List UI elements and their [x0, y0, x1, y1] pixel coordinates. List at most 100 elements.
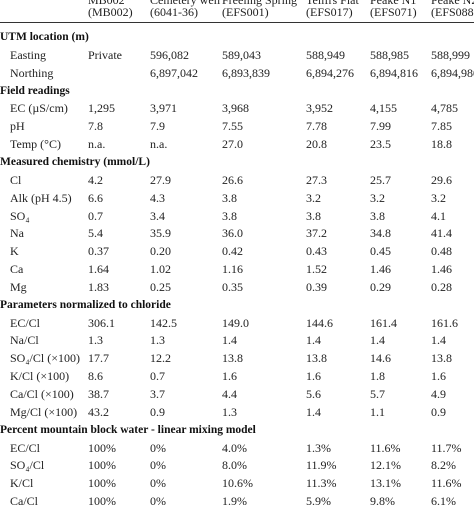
table-cell: 6,894,816: [370, 65, 418, 80]
table-cell: 306.1: [88, 315, 115, 330]
table-cell: 11.9%: [306, 458, 337, 473]
table-cell: 7.8: [88, 119, 103, 134]
table-cell: 3.8: [306, 208, 321, 223]
column-id: (EFS088): [431, 5, 474, 19]
table-cell: 0.37: [88, 244, 109, 259]
table-cell: 3.8: [370, 208, 385, 223]
table-cell: 0%: [150, 440, 166, 455]
table-cell: 0.29: [370, 279, 391, 294]
table-cell: 7.78: [306, 119, 327, 134]
table-cell: 10.6%: [222, 476, 253, 491]
table-cell: 161.6: [431, 315, 458, 330]
row-label: Ca/Cl (×100): [10, 387, 74, 401]
table-cell: 5.4: [88, 226, 103, 241]
table-cell: n.a.: [88, 137, 106, 152]
table-cell: 100%: [88, 440, 116, 455]
table-cell: 161.4: [370, 315, 397, 330]
table-cell: 38.7: [88, 387, 109, 401]
table-cell: 588,985: [370, 47, 409, 62]
table-cell: 25.7: [370, 172, 391, 187]
table-cell: 142.5: [150, 315, 177, 330]
table-cell: 0.28: [431, 279, 452, 294]
table-cell: 1.3: [88, 333, 103, 348]
row-label: K/Cl (×100): [10, 369, 70, 384]
table-cell: 1.4: [370, 333, 385, 348]
table-cell: 20.8: [306, 137, 327, 152]
table-cell: 14.6: [370, 351, 391, 366]
table-cell: 27.3: [306, 172, 327, 187]
table-cell: 0%: [150, 476, 166, 491]
table-cell: 0.35: [222, 279, 243, 294]
table-cell: 6,894,276: [306, 65, 354, 80]
column-header: Tellfrs Flat: [306, 0, 359, 7]
table-cell: 6,893,839: [222, 65, 270, 80]
column-header: Cemetery well: [150, 0, 221, 7]
table-cell: 4.4: [222, 387, 237, 401]
row-label: Ca/Cl: [10, 494, 39, 508]
table-cell: 4,785: [431, 101, 458, 116]
section-title: Percent mountain block water - linear mi…: [0, 423, 256, 436]
table-cell: 41.4: [431, 226, 452, 241]
table-cell: 1.4: [306, 404, 321, 419]
table-cell: 1.6: [431, 369, 446, 384]
table-cell: 3.2: [306, 190, 321, 205]
table-cell: 100%: [88, 476, 116, 491]
table-cell: 6,894,980: [431, 65, 474, 80]
column-header: MB002: [88, 0, 125, 7]
table-cell: 588,949: [306, 47, 345, 62]
table-cell: 0.7: [88, 208, 103, 223]
table-cell: 3.2: [370, 190, 385, 205]
column-header: Peake N2: [431, 0, 474, 7]
table-cell: 0%: [150, 494, 166, 508]
table-cell: 4,155: [370, 101, 397, 116]
row-label: Mg/Cl (×100): [10, 404, 78, 419]
row-label: pH: [10, 119, 25, 134]
table-cell: 1.8: [370, 369, 385, 384]
column-header: Freeling Spring: [222, 0, 297, 7]
table-cell: 0.48: [431, 244, 452, 259]
table-cell: 7.9: [150, 119, 165, 134]
table-cell: 1.16: [222, 262, 243, 277]
column-header: Peake N1: [370, 0, 417, 7]
table-cell: n.a.: [150, 137, 168, 152]
table-cell: 35.9: [150, 226, 171, 241]
table-cell: 6,897,042: [150, 65, 198, 80]
row-label: EC/Cl: [10, 440, 41, 455]
table-cell: 1.4: [431, 333, 446, 348]
table-cell: 8.6: [88, 369, 103, 384]
table-cell: 1.1: [370, 404, 385, 419]
table-cell: 4.3: [150, 190, 165, 205]
table-cell: 27.0: [222, 137, 243, 152]
table-cell: 3,968: [222, 101, 249, 116]
table-cell: 11.6%: [431, 476, 462, 491]
table-cell: 5.7: [370, 387, 385, 401]
table-cell: 4.1: [431, 208, 446, 223]
column-id: (MB002): [88, 5, 133, 19]
table-cell: 1.3: [222, 404, 237, 419]
table-cell: 8.2%: [431, 458, 456, 473]
table-cell: 5.6: [306, 387, 321, 401]
row-label: Easting: [10, 47, 46, 62]
table-cell: 1.64: [88, 262, 109, 277]
table-cell: 588,999: [431, 47, 470, 62]
table-cell: 11.6%: [370, 440, 401, 455]
table-cell: 3.4: [150, 208, 165, 223]
table-cell: 1.52: [306, 262, 327, 277]
table-cell: 0.43: [306, 244, 327, 259]
row-label: Ca: [10, 262, 24, 277]
table-cell: 0%: [150, 458, 166, 473]
table-cell: 0.25: [150, 279, 171, 294]
row-label: Temp (°C): [10, 137, 61, 152]
table-cell: 4.9: [431, 387, 446, 401]
row-label: SO₄: [10, 208, 30, 223]
row-label: Mg: [10, 279, 27, 294]
column-id: (6041-36): [150, 5, 198, 19]
column-id: (EFS017): [306, 5, 353, 19]
table-cell: 100%: [88, 494, 116, 508]
table-cell: 11.7%: [431, 440, 462, 455]
table-cell: 1.9%: [222, 494, 247, 508]
table-cell: 17.7: [88, 351, 109, 366]
table-cell: 4.0%: [222, 440, 247, 455]
table-cell: 1.6: [222, 369, 237, 384]
table-cell: 36.0: [222, 226, 243, 241]
